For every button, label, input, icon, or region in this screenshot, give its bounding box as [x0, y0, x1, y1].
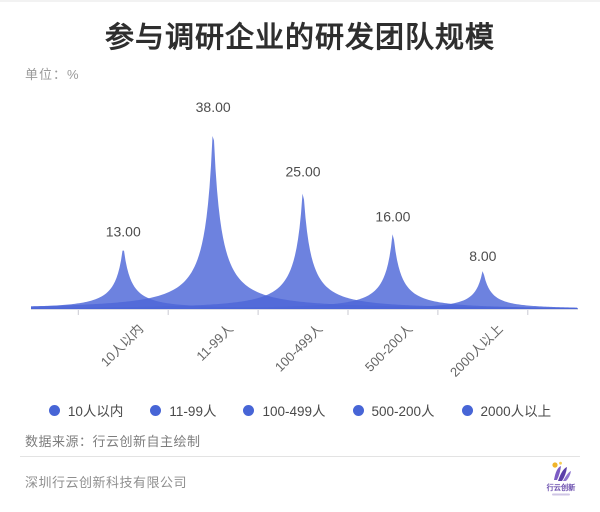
- x-axis-label: 10人以内: [97, 321, 146, 370]
- value-label: 8.00: [469, 248, 496, 264]
- legend-dot-icon: [352, 404, 364, 416]
- legend-label: 10人以内: [67, 404, 124, 419]
- area-series: [31, 250, 578, 309]
- legend-label: 100-499人: [262, 404, 326, 419]
- page-title: 参与调研企业的研发团队规模: [104, 22, 495, 54]
- legend-label: 2000人以上: [480, 404, 552, 419]
- x-axis-label: 2000人以上: [446, 321, 506, 380]
- legend-item: 10人以内: [48, 400, 124, 420]
- peak-area-chart: 13.00 38.00 25.00 16.00 8.00: [31, 99, 578, 315]
- legend-dot-icon: [48, 404, 60, 416]
- legend-dot-icon: [243, 404, 255, 416]
- legend-item: 100-499人: [243, 400, 326, 420]
- company-name: 深圳行云创新科技有限公司: [25, 475, 188, 490]
- value-label: 25.00: [286, 164, 321, 180]
- legend-item: 2000人以上: [461, 400, 552, 420]
- chart-legend: 10人以内 11-99人 100-499人 500-200人 2000人以上: [0, 400, 600, 420]
- data-source-note: 数据来源：行云创新自主绘制: [25, 434, 201, 449]
- footer-divider: [20, 456, 580, 457]
- x-axis-label: 100-499人: [272, 321, 326, 375]
- x-axis-label: 11-99人: [193, 321, 236, 364]
- company-logo: 行云创新: [546, 461, 577, 496]
- logo-text: 行云创新: [546, 483, 577, 492]
- value-label: 16.00: [375, 208, 410, 224]
- legend-dot-icon: [461, 404, 473, 416]
- legend-item: 11-99人: [150, 400, 216, 420]
- unit-label: 单位：%: [25, 67, 80, 82]
- x-axis-label: 500-200人: [362, 321, 416, 375]
- value-label: 38.00: [196, 99, 231, 115]
- legend-label: 500-200人: [371, 404, 435, 419]
- area-series: [31, 193, 578, 309]
- value-label: 13.00: [106, 223, 141, 239]
- legend-dot-icon: [150, 404, 162, 416]
- legend-label: 11-99人: [169, 404, 217, 419]
- legend-item: 500-200人: [352, 400, 435, 420]
- area-series: [31, 271, 578, 309]
